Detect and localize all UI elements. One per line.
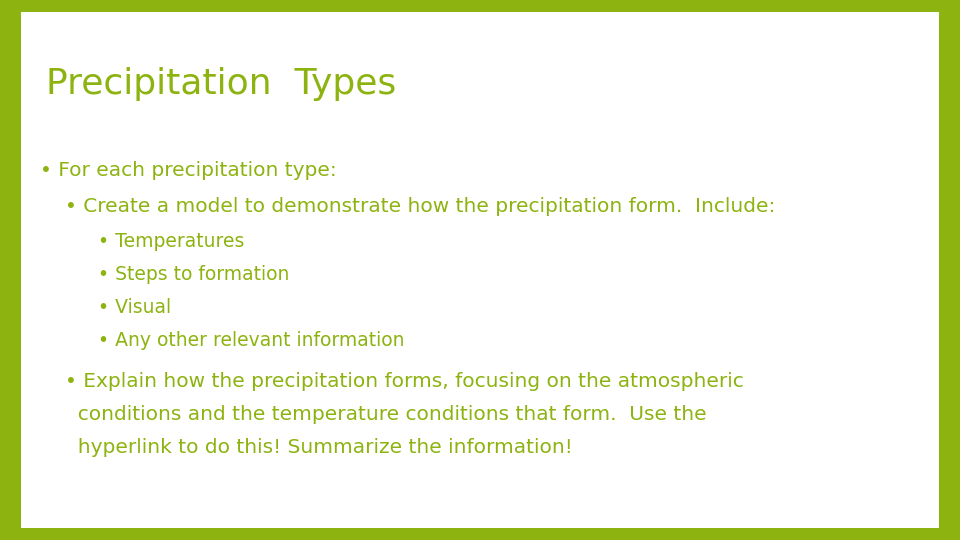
Text: Precipitation  Types: Precipitation Types xyxy=(46,67,396,100)
Text: • Any other relevant information: • Any other relevant information xyxy=(98,330,404,350)
Text: conditions and the temperature conditions that form.  Use the: conditions and the temperature condition… xyxy=(65,405,707,424)
Text: • Temperatures: • Temperatures xyxy=(98,232,244,251)
Text: hyperlink to do this! Summarize the information!: hyperlink to do this! Summarize the info… xyxy=(65,438,573,457)
Text: • Visual: • Visual xyxy=(98,298,171,317)
Text: • Create a model to demonstrate how the precipitation form.  Include:: • Create a model to demonstrate how the … xyxy=(65,197,776,216)
Text: • Steps to formation: • Steps to formation xyxy=(98,265,289,284)
Text: • Explain how the precipitation forms, focusing on the atmospheric: • Explain how the precipitation forms, f… xyxy=(65,372,744,391)
Text: • For each precipitation type:: • For each precipitation type: xyxy=(40,160,337,180)
